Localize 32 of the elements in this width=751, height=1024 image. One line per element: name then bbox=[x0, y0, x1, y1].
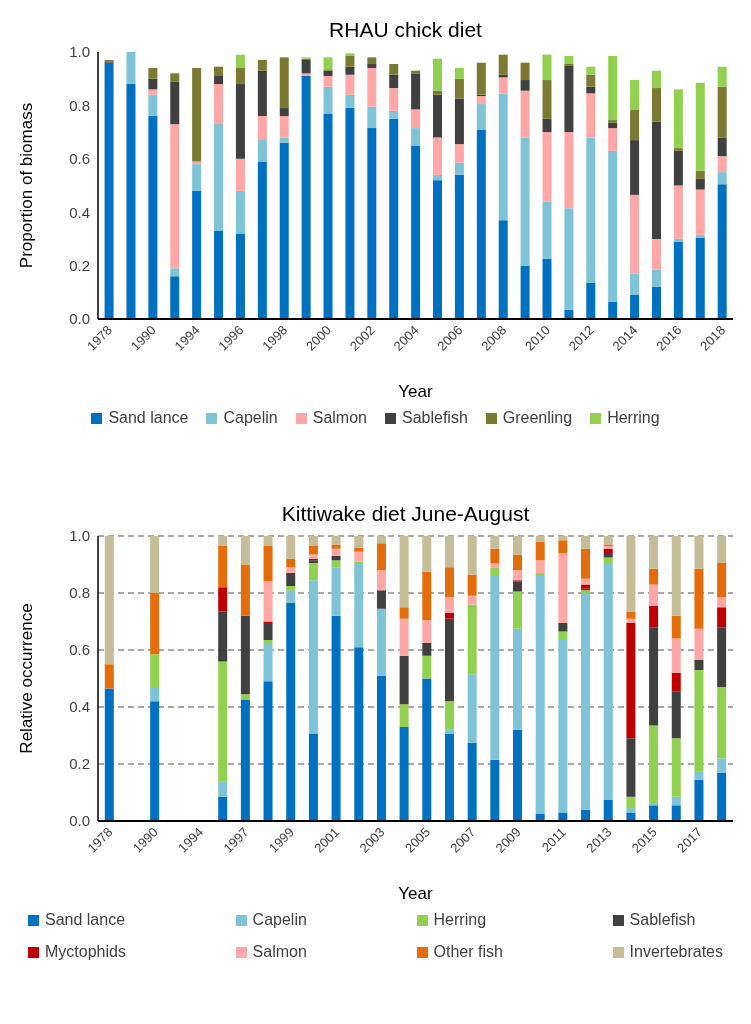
y-tick-label: 0.6 bbox=[69, 150, 90, 168]
y-tick-label: 0.2 bbox=[69, 755, 90, 773]
legend-label: Capelin bbox=[223, 409, 278, 427]
x-axis-title: Year bbox=[398, 382, 434, 401]
y-tick-label: 0.8 bbox=[69, 96, 90, 114]
legend-label: Herring bbox=[607, 409, 660, 427]
y-axis-title: Relative occurrence bbox=[17, 603, 37, 754]
legend-label: Sand lance bbox=[108, 409, 189, 427]
legend-label: Sand lance bbox=[45, 911, 126, 929]
y-tick-label: 0.2 bbox=[69, 256, 90, 274]
x-axis-title: Year bbox=[398, 884, 434, 903]
legend-label: Other fish bbox=[433, 943, 503, 961]
chart-title: Kittiwake diet June-August bbox=[280, 502, 531, 526]
y-tick-label: 0.6 bbox=[69, 641, 90, 659]
legend-label: Greenling bbox=[502, 409, 573, 427]
legend-label: Herring bbox=[433, 911, 487, 929]
y-tick-label: 0.0 bbox=[69, 812, 90, 830]
chart-title: RHAU chick diet bbox=[328, 18, 483, 42]
y-tick-label: 0.8 bbox=[69, 584, 90, 602]
legend-label: Invertebrates bbox=[629, 943, 723, 961]
y-tick-label: 1.0 bbox=[69, 43, 90, 61]
y-tick-label: 0.4 bbox=[69, 203, 90, 221]
legend-label: Salmon bbox=[312, 409, 367, 427]
y-tick-label: 1.0 bbox=[69, 527, 90, 545]
legend-label: Capelin bbox=[252, 911, 307, 929]
legend-label: Myctophids bbox=[45, 943, 126, 961]
legend-label: Salmon bbox=[252, 943, 307, 961]
legend-label: Sablefish bbox=[629, 911, 696, 929]
legend-label: Sablefish bbox=[401, 409, 468, 427]
y-tick-label: 0.0 bbox=[69, 310, 90, 328]
y-axis-title: Proportion of biomass bbox=[17, 102, 37, 269]
y-tick-label: 0.4 bbox=[69, 698, 90, 716]
